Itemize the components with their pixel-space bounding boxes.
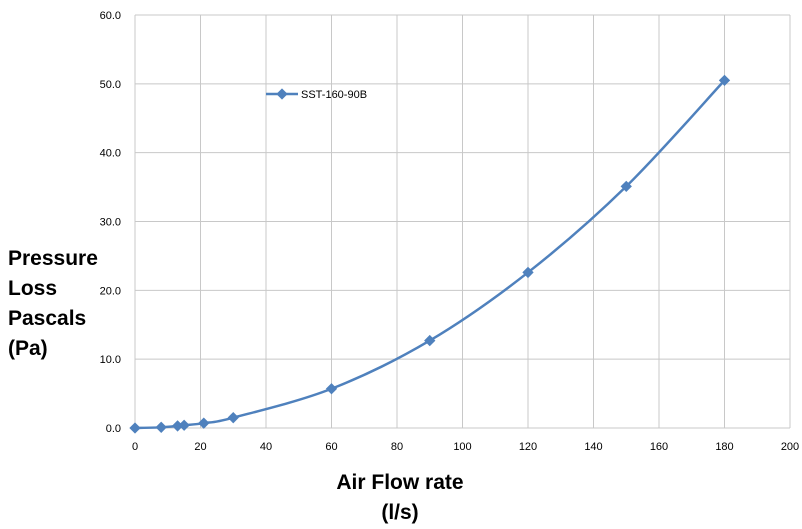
data-point: [155, 421, 167, 433]
x-tick-label: 20: [194, 441, 206, 453]
series-layer: [129, 74, 731, 434]
x-axis-label-line: Air Flow rate: [336, 471, 464, 494]
x-axis-label: Air Flow rate (l/s): [320, 468, 480, 528]
y-tick-label: 10.0: [100, 354, 121, 366]
data-point: [178, 419, 190, 431]
legend: SST-160-90B: [266, 88, 367, 101]
y-tick-label: 20.0: [100, 285, 121, 297]
data-point: [171, 420, 184, 432]
y-tick-label: 60.0: [100, 10, 121, 22]
y-axis-label: Pressure Loss Pascals (Pa): [8, 244, 98, 364]
tick-labels: 0 20 40 60 80 100 120 140 160 180 200 0.0 10.0 20.0 30…: [100, 10, 800, 453]
x-tick-label: 200: [781, 441, 799, 453]
x-axis-label-line: (l/s): [381, 501, 419, 524]
y-tick-label: 30.0: [100, 217, 121, 229]
data-point: [227, 412, 239, 424]
x-tick-label: 140: [584, 441, 602, 453]
x-tick-label: 180: [715, 441, 733, 453]
x-tick-label: 120: [519, 441, 537, 453]
x-tick-label: 100: [453, 441, 471, 453]
data-point: [522, 266, 534, 279]
y-axis-label-line: Pascals: [8, 307, 87, 330]
x-tick-label: 0: [132, 441, 138, 453]
y-axis-label-line: Pressure: [8, 247, 98, 270]
y-tick-label: 40.0: [100, 148, 121, 160]
x-tick-label: 40: [260, 441, 272, 453]
legend-marker: [276, 88, 288, 100]
y-tick-label: 50.0: [100, 79, 121, 91]
data-point: [198, 417, 210, 429]
y-axis-label-line: Loss: [8, 277, 58, 300]
grid: [134, 14, 791, 429]
x-tick-label: 160: [650, 441, 668, 453]
legend-label: SST-160-90B: [301, 89, 367, 101]
y-tick-label: 0.0: [106, 423, 121, 435]
x-tick-label: 60: [325, 441, 337, 453]
data-point: [325, 383, 338, 395]
data-point: [424, 334, 436, 347]
data-point: [129, 422, 141, 434]
series-line: [134, 79, 726, 430]
x-tick-label: 80: [391, 441, 403, 453]
y-axis-label-line: (Pa): [8, 337, 48, 360]
data-point: [620, 180, 632, 193]
